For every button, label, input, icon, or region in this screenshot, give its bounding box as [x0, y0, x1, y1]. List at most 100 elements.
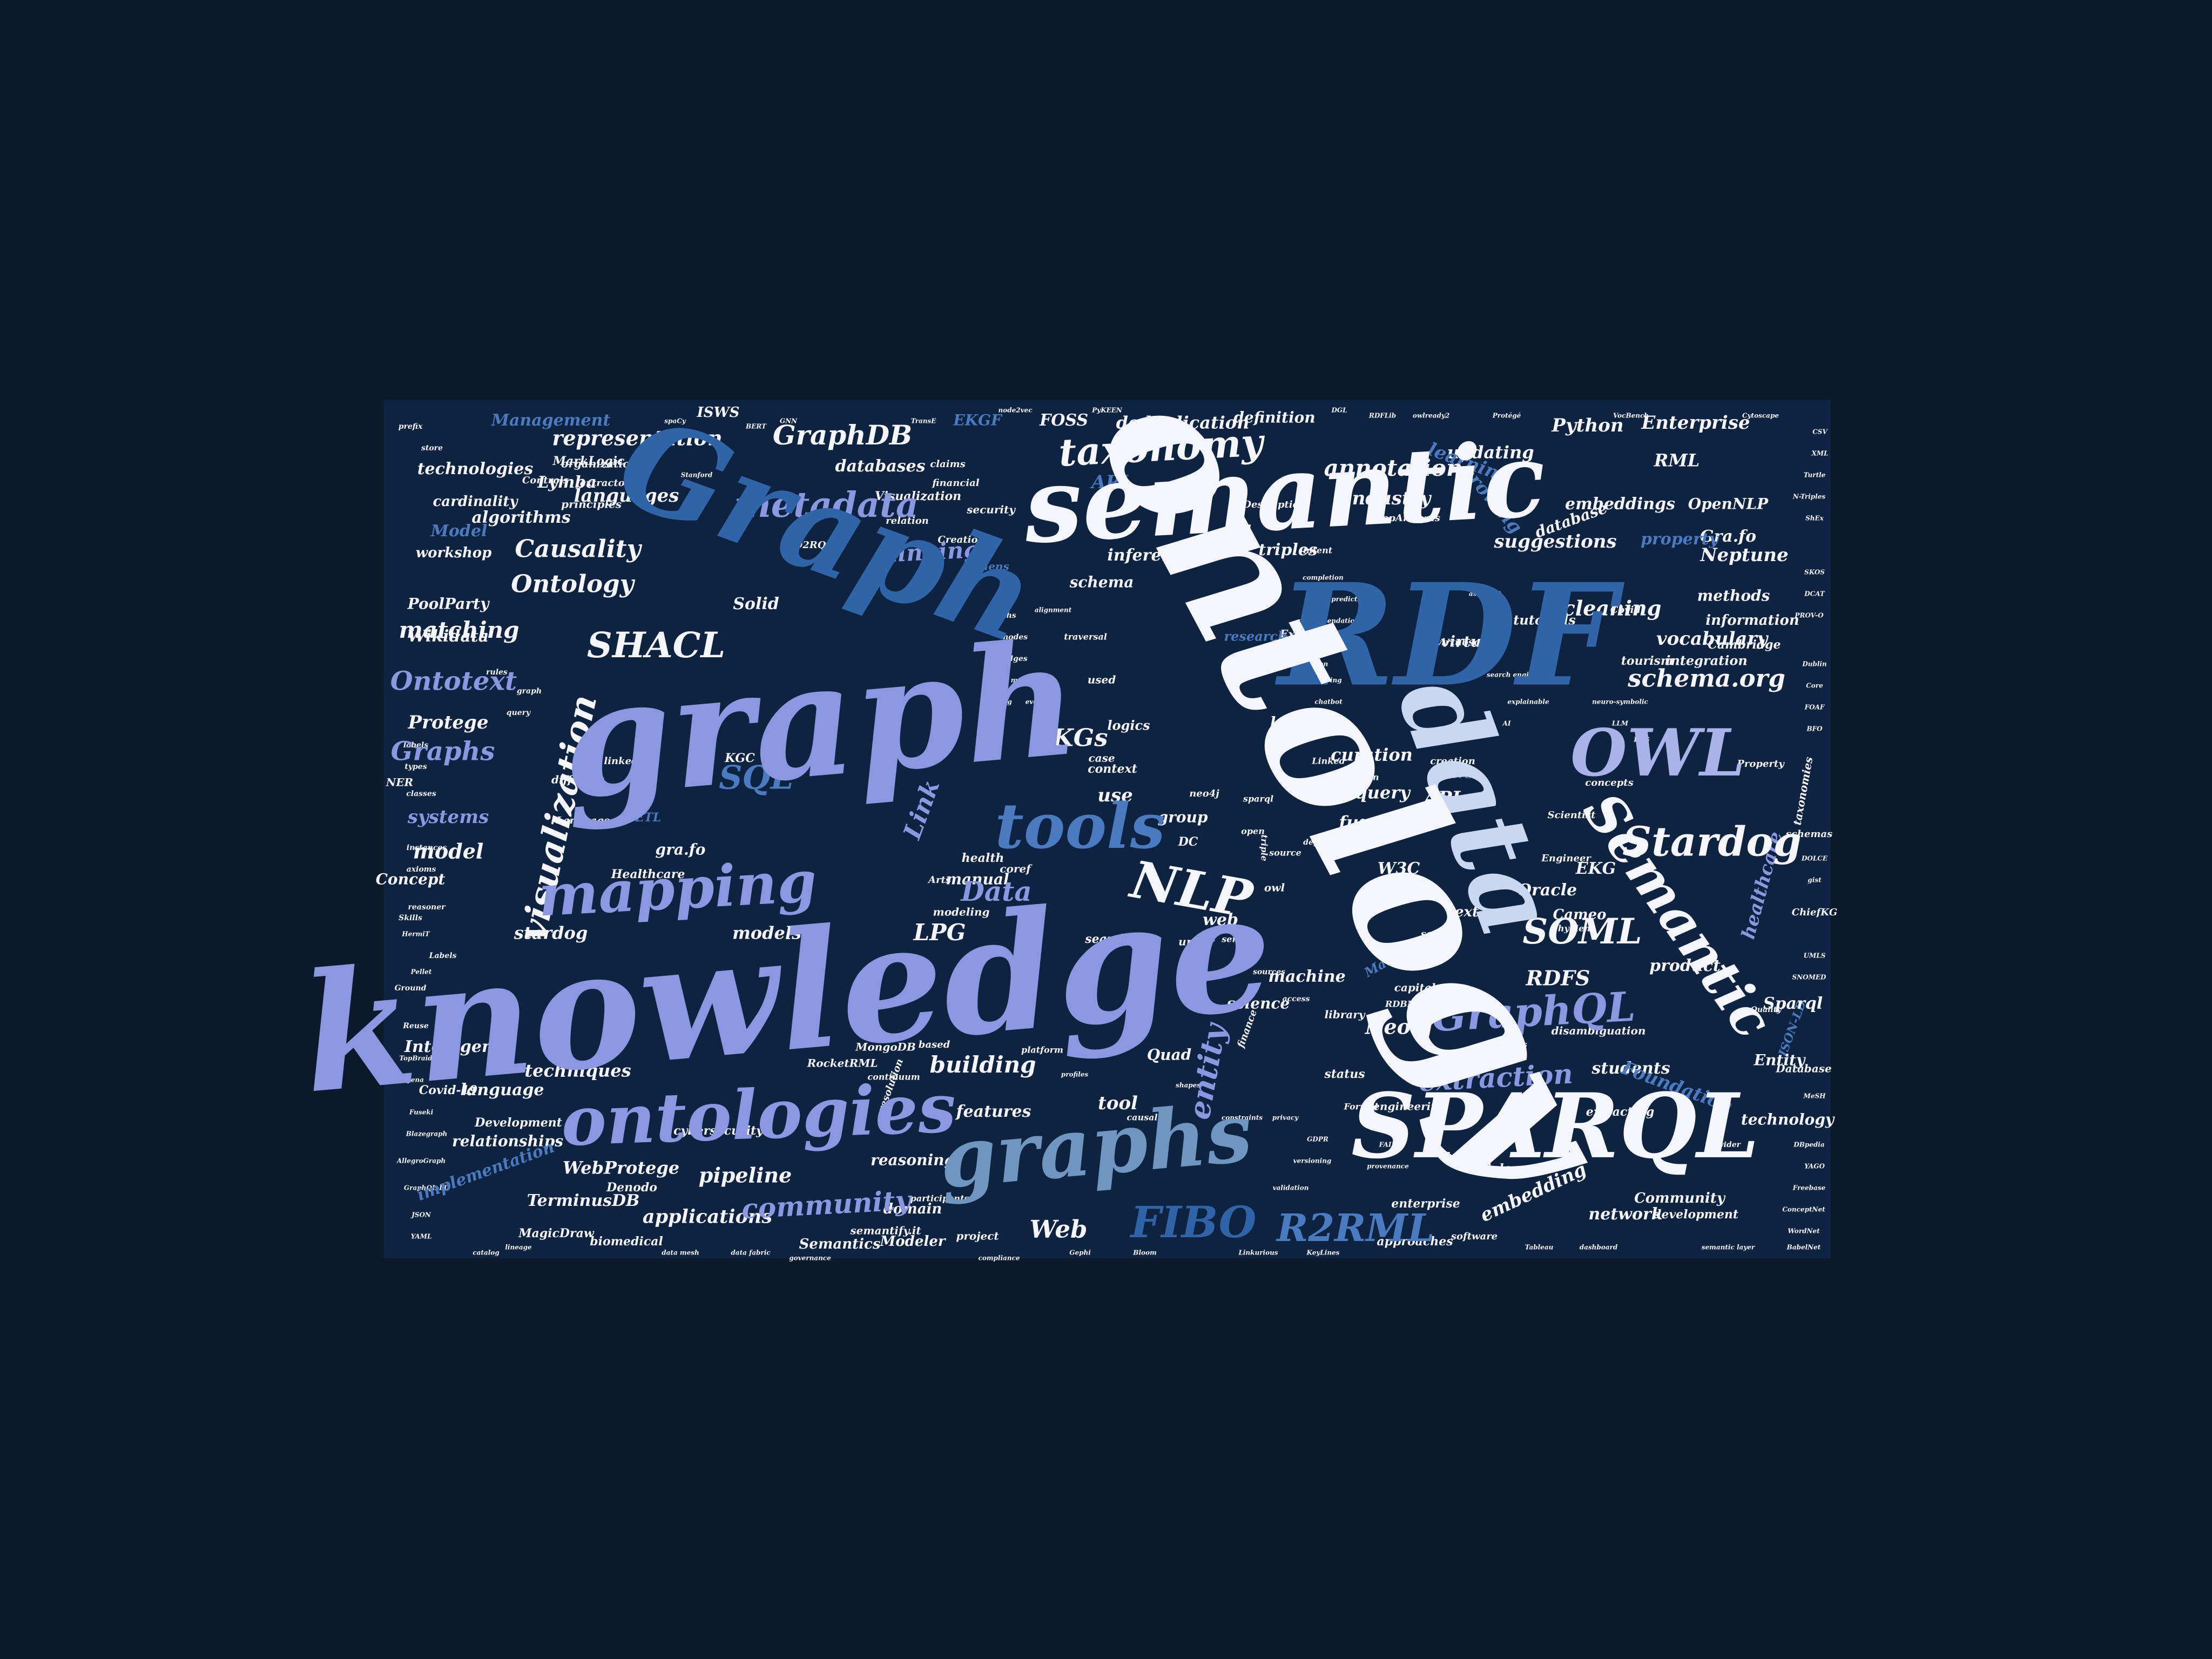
word-server: server	[1221, 934, 1252, 945]
word-rml: RML	[1654, 450, 1700, 471]
word-foaf: FOAF	[1804, 704, 1825, 711]
word-triple: triple	[1259, 834, 1270, 861]
word-bloom: Bloom	[1132, 1249, 1156, 1257]
word-traversal: traversal	[1064, 632, 1107, 642]
word-owl: OWL	[1570, 715, 1745, 791]
word-solid: Solid	[733, 595, 779, 613]
word-covid-19: Covid-19	[419, 1083, 477, 1097]
word-algorithms: algorithms	[471, 508, 570, 527]
word-updating: updating	[1447, 442, 1534, 463]
word-isws: ISWS	[697, 404, 740, 421]
word-turtle: Turtle	[1804, 471, 1826, 479]
word-dgl: DGL	[1331, 407, 1347, 414]
word-financial: financial	[931, 477, 979, 489]
word-keylines: KeyLines	[1306, 1249, 1340, 1257]
word-axioms: axioms	[407, 865, 436, 874]
word-sparql: sparql	[1243, 794, 1273, 804]
word-tutorials: tutorials	[1513, 612, 1576, 628]
word-owl: owl	[1264, 881, 1285, 894]
word-shacl: SHACL	[587, 625, 725, 666]
word-causal: causal	[1127, 1112, 1157, 1123]
word-paths: paths	[993, 611, 1016, 620]
word-metadata: metadata	[734, 484, 919, 525]
word-labels: labels	[403, 741, 428, 750]
word-ekg: EKG	[1575, 859, 1616, 878]
word-gdpr: GDPR	[1307, 1136, 1328, 1143]
word-entity: Entity	[1754, 1051, 1806, 1069]
word-mongodb: MongoDB	[855, 1041, 916, 1054]
word-extractor: extractor	[580, 477, 631, 489]
word-oracle: Oracle	[1518, 881, 1577, 900]
word-search-engine: search engine	[1487, 671, 1538, 679]
word-vocabulary: vocabulary	[1656, 628, 1769, 650]
word-intent: intent	[1303, 545, 1333, 556]
word-core: Core	[1806, 682, 1823, 690]
word-xml: XML	[1811, 450, 1828, 457]
word-tourism: tourism	[1621, 654, 1673, 668]
word-assistant: assistant	[1469, 590, 1502, 598]
word-bert: BERT	[745, 423, 767, 430]
word-cardinality: cardinality	[433, 494, 518, 510]
word-query: query	[507, 709, 531, 717]
word-prediction: prediction	[1331, 596, 1368, 603]
word-rdbms: RDBMS	[1385, 999, 1423, 1009]
cloud-panel	[383, 400, 1831, 1258]
word-apis: APIs	[1422, 787, 1471, 809]
word-based: based	[919, 1039, 950, 1050]
word-umls: UMLS	[1804, 952, 1826, 960]
word-jena: Jena	[407, 1076, 424, 1084]
word-topbraid: TopBraid	[399, 1055, 433, 1062]
word-info: info	[1313, 783, 1333, 793]
word-science: science	[1226, 995, 1290, 1013]
word-shapes: shapes	[1176, 1082, 1201, 1089]
word-workshop: workshop	[416, 545, 492, 561]
word-gra-fo: gra.fo	[656, 841, 706, 859]
word-babelnet: BabelNet	[1786, 1244, 1821, 1251]
word-causality: Causality	[515, 535, 642, 563]
word-domains: domains	[1486, 1040, 1527, 1050]
word-engineer: Engineer	[1541, 853, 1591, 864]
word-schemas: schemas	[1785, 828, 1832, 840]
word-evolution: evolution	[1026, 698, 1060, 706]
word-degree: degree	[1303, 838, 1332, 847]
word-webprotege: WebProtege	[563, 1158, 679, 1178]
word-poolparty: PoolParty	[407, 595, 490, 613]
word-graphdb: GraphDB	[773, 419, 912, 451]
word-formal: Formal	[1344, 1102, 1378, 1112]
word-query: query	[1355, 783, 1411, 803]
word-reuse: Reuse	[402, 1022, 429, 1030]
word-protege: Protege	[408, 712, 489, 733]
word-allegrograph: AllegroGraph	[396, 1157, 446, 1165]
word-shex: ShEx	[1805, 515, 1824, 522]
word-meta: meta	[1176, 972, 1201, 982]
word-soml: SOML	[1522, 911, 1642, 952]
word-lineage: lineage	[505, 1244, 532, 1251]
word-healthcare: Healthcare	[611, 867, 685, 881]
word-provider: provider	[1705, 1141, 1742, 1149]
word-pykeen: PyKEEN	[1091, 407, 1123, 414]
word-freebase: Freebase	[1792, 1184, 1826, 1192]
word-semantics: Semantics	[799, 1236, 881, 1252]
word-etl: ETL	[635, 811, 662, 825]
word-fuzzy: fuzzy	[1338, 812, 1390, 833]
word-integration: integration	[1665, 653, 1748, 669]
word-skills: Skills	[399, 914, 422, 922]
word-ner: NER	[386, 776, 413, 789]
word-extracting: extracting	[1586, 1105, 1654, 1119]
word-arts: Arts	[927, 874, 951, 886]
word-enterprise: enterprise	[1391, 1197, 1460, 1211]
word-virtuoso: virtuoso	[1436, 637, 1480, 648]
word-language: Language	[556, 815, 610, 826]
word-reasoner: reasoner	[408, 903, 446, 912]
word-excel: Excel	[1279, 628, 1312, 640]
word-conceptnet: ConceptNet	[1782, 1206, 1825, 1213]
word-property: property	[1641, 530, 1720, 549]
word-dcat: DCAT	[1804, 590, 1825, 598]
word-quad: Quad	[1147, 1046, 1191, 1064]
word-versioning: versioning	[1293, 1157, 1332, 1165]
word-used: used	[1088, 673, 1116, 686]
word-semantic: semantic	[1021, 419, 1548, 567]
word-fair: FAIR	[1379, 1141, 1397, 1149]
